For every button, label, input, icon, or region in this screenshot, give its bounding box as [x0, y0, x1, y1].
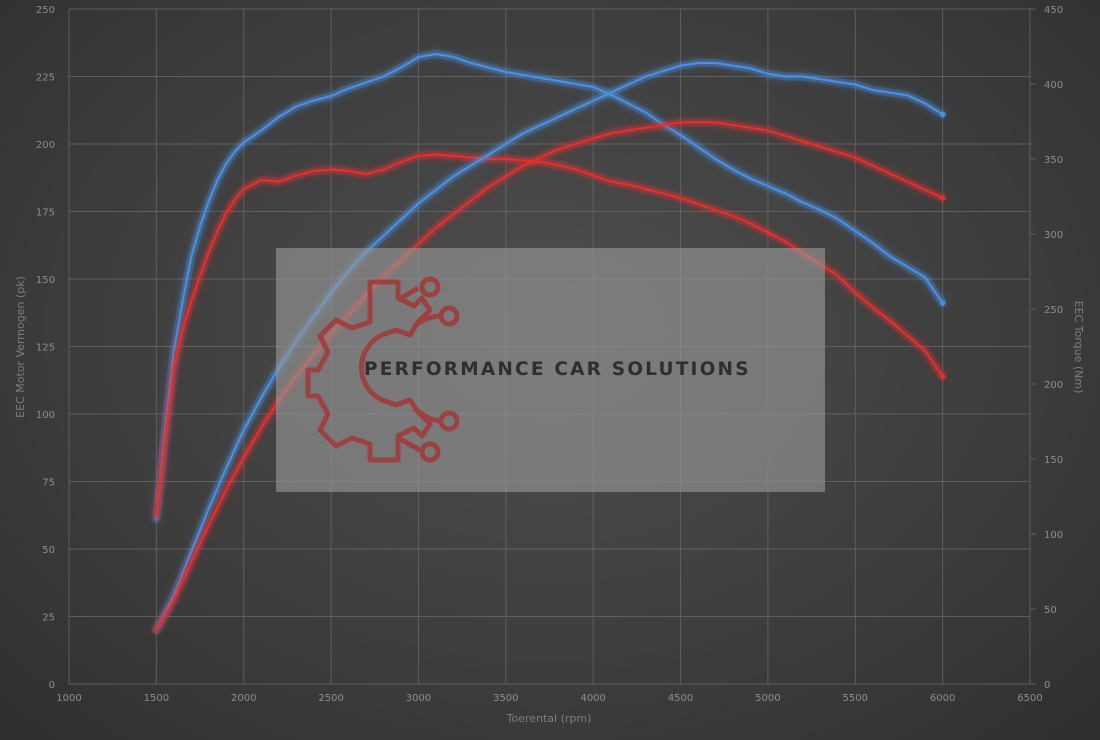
y-left-tick-label: 150 [36, 275, 55, 286]
series-0 [152, 50, 947, 523]
x-tick-label: 2000 [231, 693, 256, 704]
x-tick-label: 5500 [843, 693, 868, 704]
y-left-tick-label: 50 [42, 545, 55, 556]
y-right-tick-label: 450 [1044, 5, 1063, 16]
y-axis-right-title: EEC Torque (Nm) [1072, 301, 1085, 394]
y-left-tick-label: 175 [36, 208, 55, 219]
y-right-tick-label: 150 [1044, 455, 1063, 466]
y-left-tick-label: 75 [42, 478, 55, 489]
watermark: PERFORMANCE CAR SOLUTIONS [276, 248, 825, 492]
x-tick-label: 3000 [406, 693, 431, 704]
x-axis-title: Toerental (rpm) [506, 712, 592, 725]
y-left-tick-label: 225 [36, 73, 55, 84]
y-left-tick-label: 250 [36, 5, 55, 16]
y-axis-left-title: EEC Motor Vermogen (pk) [14, 276, 27, 418]
x-tick-label: 4500 [668, 693, 693, 704]
series-end-point [940, 195, 946, 201]
watermark-text: PERFORMANCE CAR SOLUTIONS [364, 359, 751, 380]
x-tick-label: 4000 [580, 693, 605, 704]
y-right-tick-label: 100 [1044, 530, 1063, 541]
y-left-tick-label: 100 [36, 410, 55, 421]
y-left-tick-label: 125 [36, 343, 55, 354]
y-left-tick-label: 0 [49, 680, 55, 691]
axes: 1000 1500 2000 2500 3000 3500 4000 4500 5000 5500… [36, 5, 1063, 704]
x-tick-label: 1500 [144, 693, 169, 704]
y-right-tick-label: 200 [1044, 380, 1063, 391]
y-right-tick-label: 0 [1044, 680, 1050, 691]
series-end-point [940, 373, 946, 380]
y-right-tick-label: 350 [1044, 155, 1063, 166]
x-tick-label: 5000 [755, 693, 780, 704]
y-right-tick-label: 250 [1044, 305, 1063, 316]
x-tick-label: 3500 [493, 693, 518, 704]
x-tick-label: 1000 [56, 693, 81, 704]
x-tick-label: 2500 [318, 693, 343, 704]
y-right-tick-label: 50 [1044, 605, 1057, 616]
gear-circuit-icon [305, 276, 460, 463]
x-tick-label: 6500 [1017, 693, 1042, 704]
y-right-tick-label: 400 [1044, 80, 1063, 91]
series-end-point [940, 300, 946, 306]
y-right-tick-label: 300 [1044, 230, 1063, 241]
series-end-point [940, 111, 946, 117]
x-tick-label: 6000 [930, 693, 955, 704]
series-line [155, 52, 944, 521]
y-left-tick-label: 200 [36, 140, 55, 151]
y-left-tick-label: 25 [42, 613, 55, 624]
